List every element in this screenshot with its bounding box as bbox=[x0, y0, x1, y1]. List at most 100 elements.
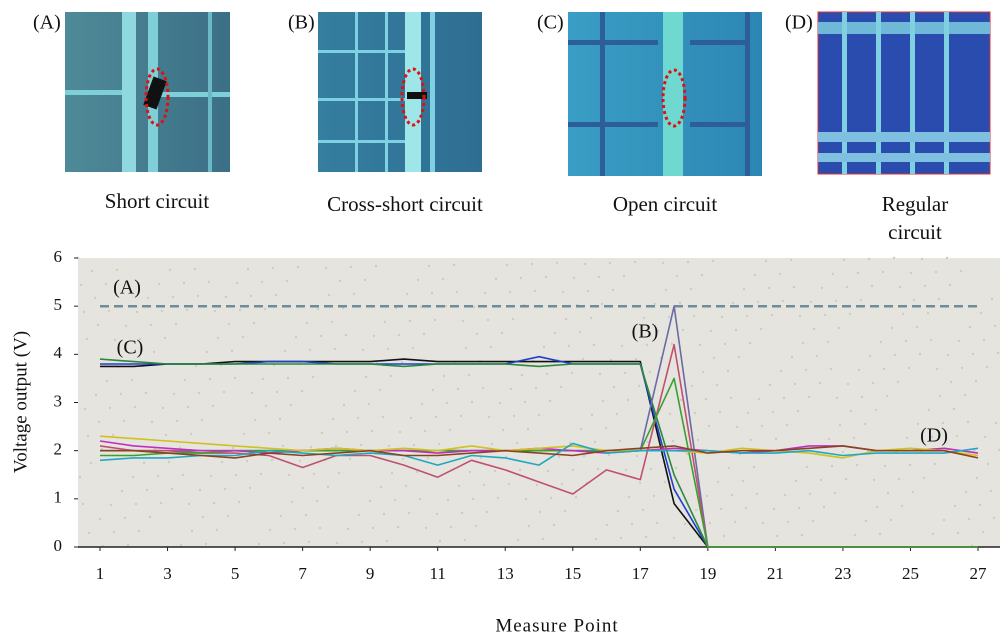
panel-image bbox=[65, 12, 230, 172]
texture bbox=[860, 395, 864, 399]
texture bbox=[278, 417, 282, 421]
texture bbox=[449, 525, 453, 529]
texture bbox=[175, 419, 179, 423]
texture bbox=[204, 542, 208, 546]
texture bbox=[161, 406, 165, 410]
texture bbox=[85, 337, 89, 341]
texture bbox=[282, 541, 286, 545]
texture bbox=[683, 522, 687, 526]
texture bbox=[86, 434, 90, 438]
y-tick-label: 6 bbox=[54, 247, 63, 266]
texture bbox=[398, 430, 402, 434]
texture bbox=[508, 290, 512, 294]
texture bbox=[307, 540, 311, 544]
texture bbox=[460, 511, 464, 515]
texture bbox=[696, 438, 700, 442]
texture bbox=[779, 369, 783, 373]
texture bbox=[741, 479, 745, 483]
texture bbox=[463, 538, 467, 542]
y-tick-label: 5 bbox=[54, 295, 63, 314]
texture bbox=[305, 321, 309, 325]
texture bbox=[456, 387, 460, 391]
x-tick-label: 7 bbox=[298, 564, 307, 583]
texture bbox=[800, 533, 804, 537]
texture bbox=[544, 275, 548, 279]
texture bbox=[701, 370, 705, 374]
texture bbox=[152, 350, 156, 354]
texture bbox=[705, 494, 709, 498]
texture bbox=[875, 505, 879, 509]
texture bbox=[249, 294, 253, 298]
texture bbox=[261, 377, 265, 381]
texture bbox=[641, 508, 645, 512]
texture bbox=[148, 515, 152, 519]
texture bbox=[838, 423, 842, 427]
texture bbox=[415, 470, 419, 474]
texture bbox=[268, 528, 272, 532]
texture bbox=[807, 395, 811, 399]
texture bbox=[885, 394, 889, 398]
texture bbox=[157, 282, 161, 286]
texture bbox=[994, 421, 998, 425]
texture bbox=[487, 415, 491, 419]
texture bbox=[927, 408, 931, 412]
texture bbox=[401, 457, 405, 461]
texture bbox=[981, 530, 985, 534]
texture bbox=[771, 410, 775, 414]
x-tick-label: 23 bbox=[834, 564, 851, 583]
texture bbox=[371, 526, 375, 530]
texture bbox=[501, 428, 505, 432]
texture bbox=[194, 364, 198, 368]
texture bbox=[781, 299, 785, 303]
texture bbox=[470, 400, 474, 404]
texture bbox=[896, 380, 900, 384]
texture bbox=[267, 431, 271, 435]
texture bbox=[618, 439, 622, 443]
texture bbox=[512, 414, 516, 418]
texture bbox=[124, 324, 128, 328]
texture bbox=[985, 365, 989, 369]
texture bbox=[622, 274, 626, 278]
texture bbox=[259, 472, 263, 476]
texture bbox=[346, 527, 350, 531]
texture bbox=[708, 521, 712, 525]
texture bbox=[89, 461, 93, 465]
texture bbox=[509, 387, 513, 391]
texture bbox=[922, 476, 926, 480]
texture bbox=[224, 295, 228, 299]
texture bbox=[527, 524, 531, 528]
texture bbox=[238, 308, 242, 312]
texture bbox=[581, 357, 585, 361]
texture bbox=[518, 468, 522, 472]
texture bbox=[819, 478, 823, 482]
texture bbox=[929, 338, 933, 342]
texture bbox=[486, 318, 490, 322]
texture bbox=[761, 521, 765, 525]
texture bbox=[645, 343, 649, 347]
texture bbox=[122, 419, 126, 423]
texture bbox=[608, 261, 612, 265]
texture bbox=[841, 450, 845, 454]
texture bbox=[326, 485, 330, 489]
texture bbox=[448, 428, 452, 432]
texture bbox=[693, 411, 697, 415]
texture bbox=[264, 404, 268, 408]
texture bbox=[923, 284, 927, 288]
texture bbox=[498, 401, 502, 405]
texture bbox=[918, 352, 922, 356]
texture bbox=[726, 369, 730, 373]
texture bbox=[475, 332, 479, 336]
texture bbox=[130, 378, 134, 382]
texture bbox=[301, 486, 305, 490]
texture bbox=[900, 504, 904, 508]
texture bbox=[983, 435, 987, 439]
texture bbox=[511, 317, 515, 321]
texture bbox=[519, 276, 523, 280]
texture bbox=[159, 501, 163, 505]
texture bbox=[997, 448, 1001, 452]
texture bbox=[905, 436, 909, 440]
texture bbox=[820, 286, 824, 290]
texture bbox=[342, 403, 346, 407]
texture bbox=[220, 460, 224, 464]
texture bbox=[818, 381, 822, 385]
